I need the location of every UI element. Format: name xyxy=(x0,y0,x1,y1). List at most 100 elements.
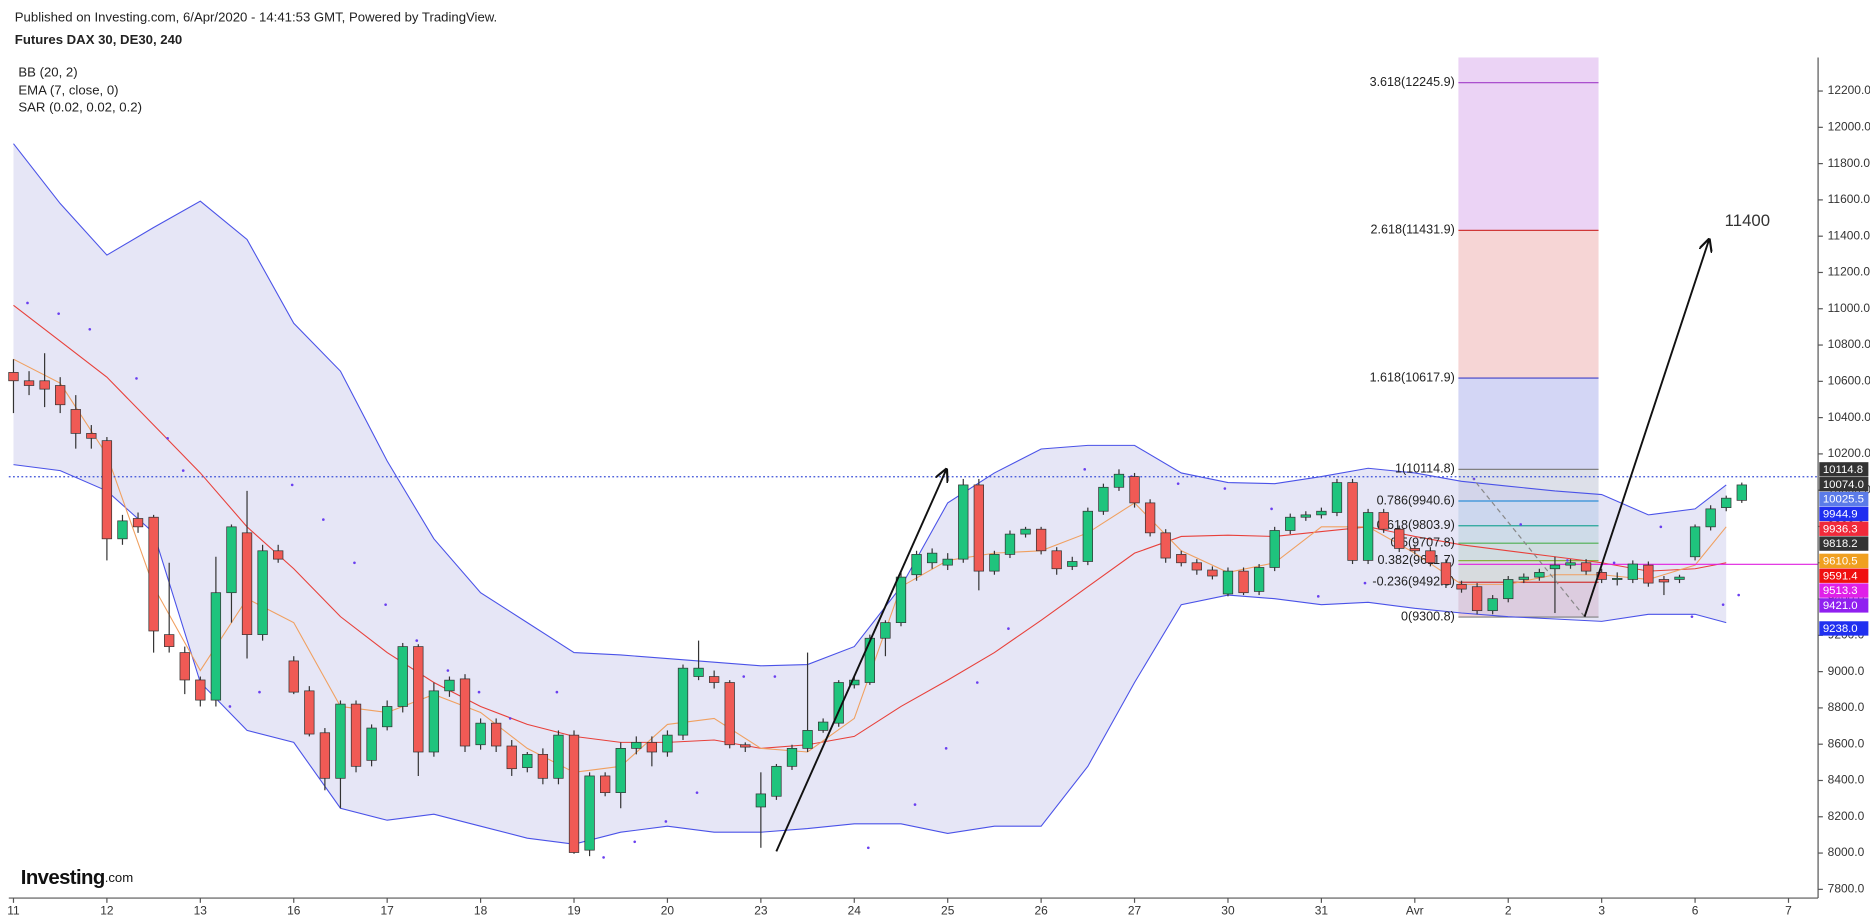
price-label-box xyxy=(1819,491,1869,507)
y-tick-label: 10400.0 xyxy=(1828,410,1870,424)
fib-trend-line xyxy=(1472,478,1586,618)
candle-body xyxy=(522,753,533,768)
y-tick-label: 8600.0 xyxy=(1828,736,1865,750)
candle-body xyxy=(1082,510,1093,562)
candle-body xyxy=(1456,583,1467,590)
y-tick-label: 8400.0 xyxy=(1828,773,1865,787)
x-tick-label: 30 xyxy=(1221,903,1235,917)
sar-dot xyxy=(1007,627,1010,630)
candle-body xyxy=(226,526,237,594)
candle-body xyxy=(1394,528,1405,549)
sar-dot xyxy=(1690,615,1694,618)
candle-body xyxy=(1409,548,1420,552)
x-tick-label: 31 xyxy=(1315,903,1329,917)
candle-body xyxy=(1067,561,1078,567)
fib-label: 2.618(11431.9) xyxy=(1371,223,1455,237)
candle-body xyxy=(288,660,299,693)
candle-body xyxy=(241,532,253,635)
candle-body xyxy=(646,742,658,753)
candle-body xyxy=(1705,508,1716,528)
candle-body xyxy=(600,775,611,793)
candle-body xyxy=(1658,579,1670,583)
fib-label: 1(10114.8) xyxy=(1395,462,1455,476)
sar-dot xyxy=(1612,561,1616,565)
candle-body xyxy=(1238,570,1249,594)
candle-body xyxy=(1565,562,1576,566)
candle-body xyxy=(23,380,35,386)
y-tick-label: 11600.0 xyxy=(1828,192,1870,206)
price-label: 9421.0 xyxy=(1823,600,1858,612)
candle-body xyxy=(1051,550,1062,570)
y-tick-label: 11800.0 xyxy=(1828,156,1870,170)
candle-body xyxy=(1580,562,1592,572)
arrow xyxy=(1583,239,1710,617)
x-tick-label: 26 xyxy=(1034,903,1048,917)
candle-body xyxy=(8,372,19,382)
sar-dot xyxy=(135,377,138,380)
candle-body xyxy=(958,484,969,560)
price-label: 10074.0 xyxy=(1823,479,1864,491)
back-layer xyxy=(13,57,1727,845)
sar-dot xyxy=(1737,593,1740,597)
y-tick-label: 10800.0 xyxy=(1828,337,1870,351)
legend-entry: EMA (7, close, 0) xyxy=(18,82,118,97)
price-label: 9591.4 xyxy=(1823,570,1858,582)
price-label: 9944.9 xyxy=(1823,509,1858,521)
sar-dot xyxy=(508,717,512,720)
candle-body xyxy=(366,727,377,761)
sar-dot xyxy=(290,483,294,487)
price-label-box xyxy=(1819,621,1869,636)
candle-body xyxy=(475,722,486,746)
candle-body xyxy=(740,744,751,748)
fib-zone xyxy=(1458,543,1599,561)
candle-body xyxy=(1098,486,1109,512)
mid-layer xyxy=(8,82,1819,859)
candle-body xyxy=(1674,576,1685,580)
x-tick-label: 11 xyxy=(7,903,20,917)
sar-dot xyxy=(166,436,169,440)
sar-dot xyxy=(1519,523,1523,526)
sar-dot xyxy=(1316,595,1320,598)
sar-dot xyxy=(695,791,699,794)
candle-body xyxy=(506,745,517,770)
y-tick-label: 12000.0 xyxy=(1828,119,1870,133)
x-tick-label: 20 xyxy=(661,903,675,917)
band-lower xyxy=(13,464,1727,845)
candle-body xyxy=(1549,564,1561,570)
sar-dot xyxy=(228,705,232,708)
price-label-box xyxy=(1819,536,1869,551)
candle-body xyxy=(1378,512,1389,530)
candle-body xyxy=(1596,572,1607,580)
band-fill xyxy=(13,143,1727,845)
x-tick-label: 13 xyxy=(194,903,208,917)
candle-body xyxy=(615,748,626,793)
y-tick-label: 7800.0 xyxy=(1828,881,1865,895)
fib-zone xyxy=(1458,230,1599,379)
sar-dot xyxy=(181,469,185,472)
candle-body xyxy=(491,722,502,747)
sar-dot xyxy=(602,856,605,859)
candle-body xyxy=(864,637,875,683)
x-tick-label: 2 xyxy=(1505,903,1512,917)
sar-dot xyxy=(664,820,668,823)
candle-body xyxy=(662,734,673,753)
sar-dot xyxy=(57,312,60,315)
band-upper xyxy=(13,143,1727,667)
candle-body xyxy=(1129,476,1140,504)
candle-body xyxy=(195,679,206,701)
fib-label: 0.5(9707.8) xyxy=(1391,536,1455,550)
front-layer: 7800.0 8000.0 8200.0 8400.0 8600.0 8800.0 9000… xyxy=(7,75,1870,917)
y-tick-label: 10600.0 xyxy=(1828,373,1870,387)
x-tick-label: 24 xyxy=(848,903,862,917)
candle-body xyxy=(631,742,642,749)
candle-body xyxy=(568,734,580,853)
candle-body xyxy=(1689,526,1701,558)
candle-body xyxy=(55,385,66,406)
candle-body xyxy=(1643,564,1654,584)
y-tick-label: 11200.0 xyxy=(1828,265,1870,279)
candle-body xyxy=(1300,514,1311,518)
candle-body xyxy=(86,433,97,439)
fib-zone xyxy=(1458,378,1599,470)
candle-body xyxy=(1471,586,1483,612)
x-tick-label: 27 xyxy=(1128,903,1142,917)
